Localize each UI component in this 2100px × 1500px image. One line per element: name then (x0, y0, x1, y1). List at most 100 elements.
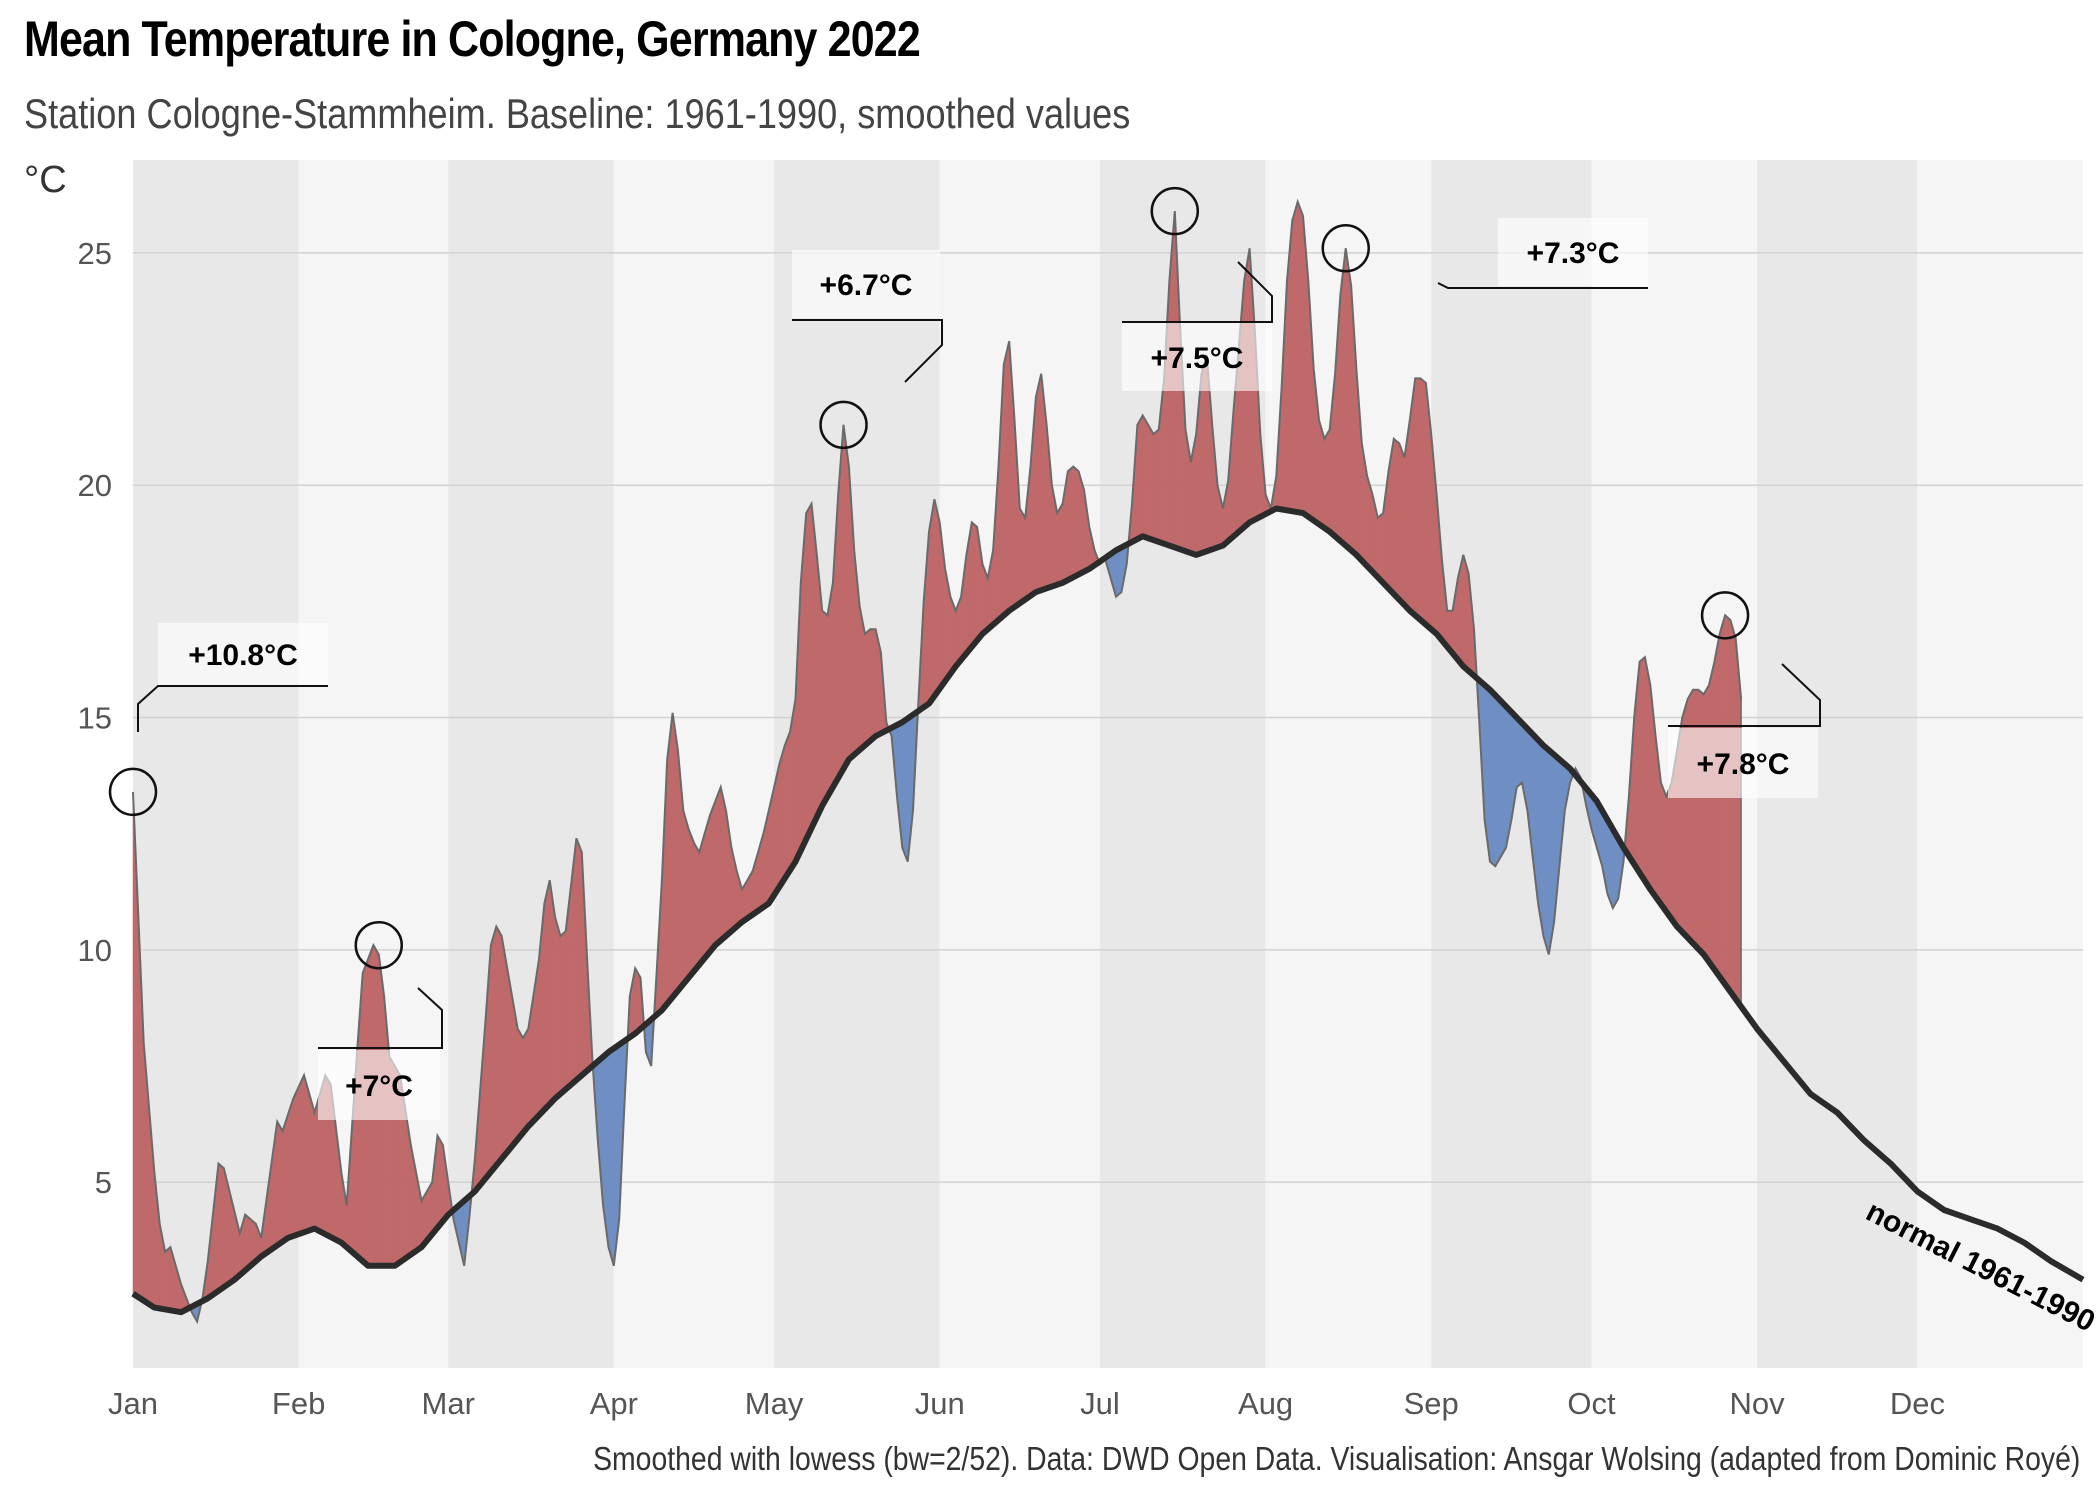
anomaly-segment (522, 1027, 529, 1134)
x-tick-label: Mar (422, 1386, 475, 1421)
annotation-label: +6.7°C (820, 269, 913, 302)
anomaly-segment (1067, 465, 1074, 581)
annotation-leader (1668, 663, 1821, 727)
anomaly-segment (608, 1047, 615, 1266)
anomaly-segment (688, 828, 695, 979)
anomaly-segment (1666, 782, 1672, 921)
chart-caption: Smoothed with lowess (bw=2/52). Data: DW… (592, 1440, 2080, 1477)
peak-marker-circle (819, 400, 868, 450)
anomaly-segment (1035, 373, 1042, 593)
anomaly-segment (1115, 547, 1122, 598)
peak-marker-circle (108, 767, 158, 817)
y-axis-unit-label: °C (24, 159, 67, 201)
anomaly-segment (1489, 688, 1496, 867)
x-tick-label: Feb (272, 1386, 325, 1421)
annotation-label: +10.8°C (188, 639, 298, 672)
anomaly-segment (843, 424, 850, 770)
anomaly-segment (1730, 619, 1736, 1001)
anomaly-segment (779, 745, 786, 888)
annotation-label: +7.5°C (1151, 342, 1244, 375)
anomaly-segment (1644, 657, 1651, 891)
anomaly-segment (1724, 614, 1731, 993)
annotation-box (1668, 728, 1818, 798)
anomaly-segment (1142, 414, 1149, 539)
annotation-box (158, 623, 328, 685)
annotation-leader (1437, 282, 1648, 289)
x-tick-label: Jun (915, 1386, 965, 1421)
anomaly-segment (1147, 423, 1154, 541)
annotation-leader (1122, 261, 1273, 323)
annotation-box (1122, 323, 1272, 391)
anomaly-segment (1019, 507, 1026, 604)
anomaly-segment (1297, 201, 1304, 514)
grid-lines (133, 252, 2083, 1183)
y-tick-label: 5 (95, 1165, 112, 1200)
observed-series (132, 198, 1743, 1325)
anomaly-segment (517, 1027, 524, 1141)
anomaly-segment (934, 499, 941, 698)
chart-title: Mean Temperature in Cologne, Germany 202… (24, 11, 921, 67)
anomaly-segment (1377, 512, 1384, 584)
x-tick-label: Sep (1404, 1386, 1459, 1421)
anomaly-segment (1708, 661, 1715, 971)
annotation-leader (137, 685, 328, 732)
annotation-box (1498, 218, 1648, 286)
x-tick-label: Aug (1238, 1386, 1293, 1421)
x-tick-label: Apr (590, 1386, 638, 1421)
annotation-box (792, 250, 940, 318)
anomaly-segment (1687, 688, 1694, 945)
annotation-label: +7°C (345, 1070, 413, 1103)
anomaly-segment (1639, 656, 1646, 883)
anomaly-segment (554, 917, 561, 1100)
anomaly-segment (276, 1120, 283, 1246)
x-tick-label: Jan (108, 1386, 158, 1421)
chart-subtitle: Station Cologne-Stammheim. Baseline: 196… (24, 90, 1131, 137)
normal-series (131, 505, 2085, 1316)
anomaly-segment (709, 801, 716, 953)
anomaly-segment (292, 1075, 305, 1237)
y-tick-label: 25 (78, 236, 112, 271)
anomaly-segment (560, 930, 567, 1095)
anomaly-segment (490, 926, 497, 1173)
anomaly-segment (164, 1246, 171, 1311)
anomaly-segment (901, 717, 909, 862)
annotations: +10.8°C +7°C +6.7°C +7.5°C +7.3°C +7.8°C (108, 186, 1821, 1120)
anomaly-segment (821, 610, 828, 807)
x-tick-label: Dec (1890, 1386, 1945, 1421)
peak-marker-circle (1150, 186, 1200, 236)
anomaly-segment (864, 628, 871, 747)
anomaly-segment (1420, 377, 1427, 626)
anomaly-segment (704, 815, 711, 960)
x-tick-label: Nov (1730, 1386, 1786, 1421)
anomaly-segment (544, 880, 551, 1111)
anomaly-segment (1516, 716, 1523, 788)
y-tick-label: 15 (78, 701, 112, 736)
anomaly-segment (805, 502, 812, 840)
anomaly-segment (869, 628, 876, 742)
anomaly-segment (1073, 465, 1079, 578)
month-band (1917, 160, 2083, 1368)
x-tick-label: Oct (1567, 1386, 1616, 1421)
anomaly-segment (1137, 414, 1143, 540)
anomaly-segment (971, 521, 978, 648)
anomaly-segment (714, 787, 722, 946)
y-tick-label: 20 (78, 468, 112, 503)
anomaly-segment (218, 1162, 225, 1292)
anomaly-segment (1500, 700, 1507, 859)
axis-labels: Jan Feb Mar Apr May Jun Jul Aug Sep Oct Nov Dec 5 10 1… (78, 236, 1945, 1421)
x-tick-label: Jul (1080, 1386, 1120, 1421)
annotation-label: +7.3°C (1527, 237, 1620, 270)
anomaly-segment (784, 731, 791, 880)
anomaly-segment (1719, 615, 1726, 986)
annotation-leader (792, 319, 943, 383)
peak-marker-circle (354, 920, 404, 970)
anomaly-segment (1003, 341, 1010, 616)
anomaly-segment (1345, 248, 1352, 551)
anomaly-segment (1292, 201, 1298, 513)
anomaly-segment (682, 810, 689, 986)
anomaly-segment (698, 833, 705, 966)
anomaly-segment (1543, 744, 1550, 955)
anomaly-segment (1056, 502, 1063, 586)
anomaly-segment (1660, 782, 1667, 913)
